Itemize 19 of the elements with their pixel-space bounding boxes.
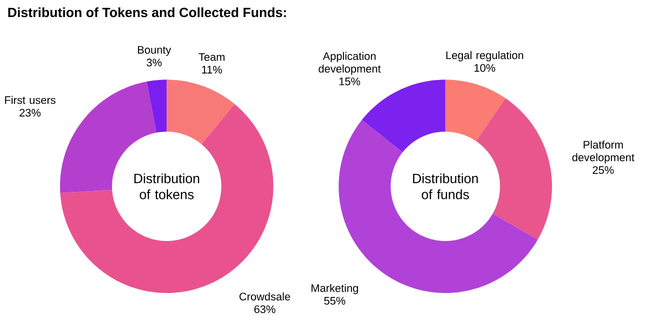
text: Distribution of tokens <box>134 173 200 200</box>
data-label: 23% <box>20 108 41 117</box>
data-label: 10% <box>474 64 496 72</box>
slice-label: Marketing <box>312 284 358 294</box>
data-label: 55% <box>324 296 346 305</box>
slice-label: First users <box>5 96 56 104</box>
data-label: 11% <box>202 66 222 74</box>
data-label: 25% <box>592 166 614 174</box>
data-label: 3% <box>146 58 162 66</box>
slice-label: Legal regulation <box>446 51 524 62</box>
data-label: 63% <box>254 305 276 314</box>
slice-label: Team <box>198 53 224 61</box>
slice-label: Bounty <box>138 46 172 56</box>
text: Distribution of Tokens and Collected Funds: <box>8 7 286 18</box>
data-label: 15% <box>339 78 360 86</box>
text: Distribution of funds <box>413 173 478 200</box>
slice-label: Platform development <box>572 140 634 164</box>
slice-label: Crowdsale <box>240 292 290 300</box>
slice-label: Application development <box>318 52 381 75</box>
